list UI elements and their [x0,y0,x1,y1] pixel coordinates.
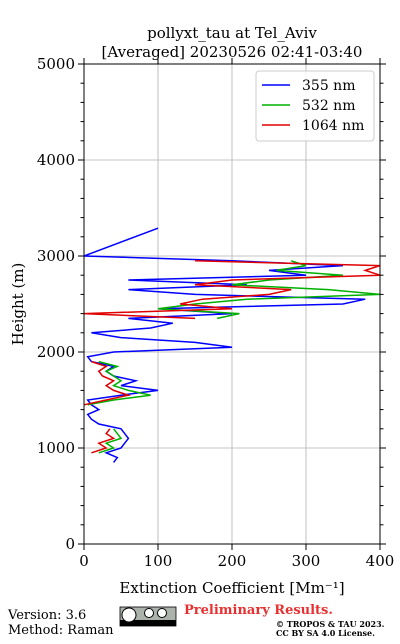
chart-subtitle: [Averaged] 20230526 02:41-03:40 [102,43,363,61]
y-tick-label: 2000 [37,343,75,361]
x-tick-label: 400 [366,552,395,570]
notice: Preliminary Results. [184,603,333,618]
y-tick-label: 3000 [37,247,75,265]
cc-badge [119,606,177,627]
legend-box [255,70,375,142]
license: CC BY SA 4.0 License. [276,628,375,638]
x-axis-label: Extinction Coefficient [Mm⁻¹] [119,579,344,597]
plot-frame [83,63,381,545]
version: Version: 3.6 [7,608,86,623]
legend: 355 nm 532 nm 1064 nm [255,70,375,142]
y-tick-label: 0 [65,535,75,553]
chart-title: pollyxt_tau at Tel_Aviv [147,24,317,42]
y-tick-label: 5000 [37,55,75,73]
y-axis-label: Height (m) [9,263,27,346]
legend-label: 1064 nm [302,118,364,134]
x-tick-label: 300 [292,552,321,570]
x-tick-label: 0 [79,552,89,570]
y-tick-label: 1000 [37,439,75,457]
copyright: © TROPOS & TAU 2023. [276,619,385,629]
legend-label: 532 nm [302,98,355,114]
x-tick-label: 200 [218,552,247,570]
y-tick-label: 4000 [37,151,75,169]
profile-line [83,227,366,463]
profile-line [83,260,381,454]
method: Method: Raman [8,623,114,638]
profile-line [87,260,381,454]
x-tick-label: 100 [144,552,173,570]
legend-label: 355 nm [302,78,355,94]
